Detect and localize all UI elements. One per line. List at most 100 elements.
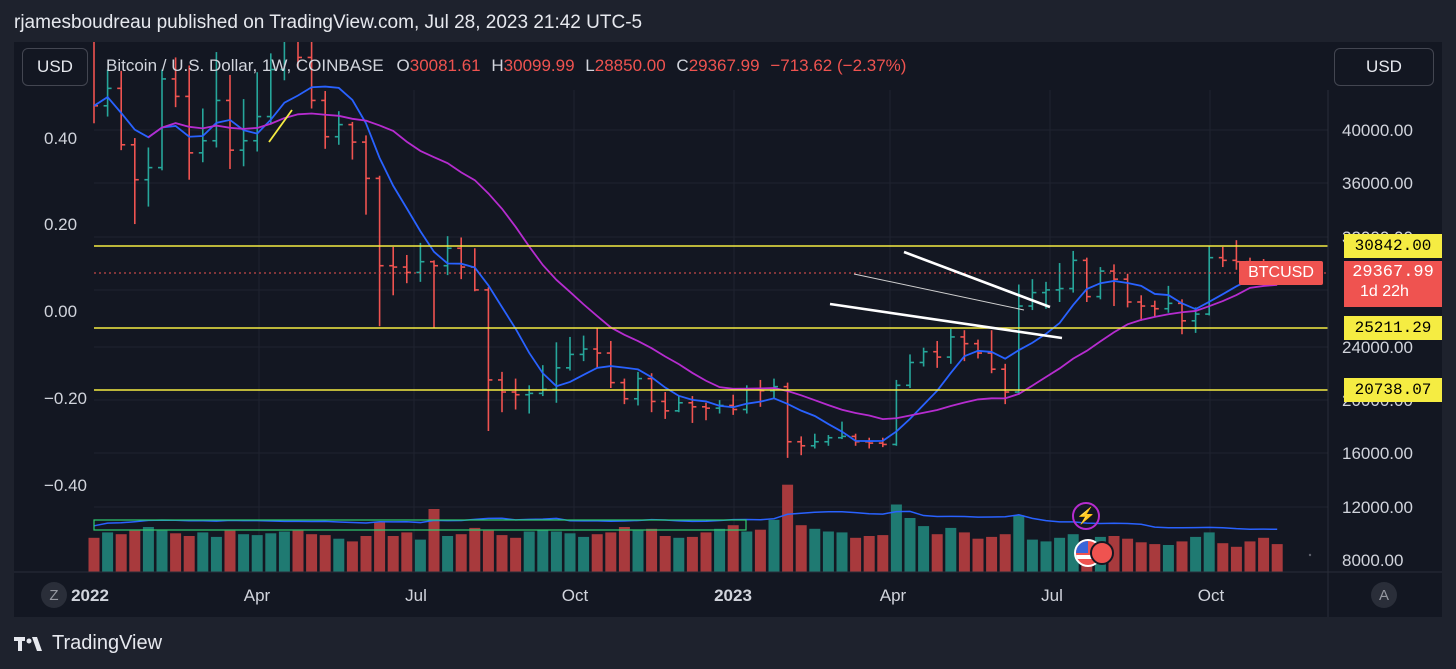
time-axis-label: Apr xyxy=(880,586,907,605)
top-bar: rjamesboudreau published on TradingView.… xyxy=(0,0,1456,44)
candles xyxy=(93,42,1282,458)
low-label: L xyxy=(585,56,595,75)
volume-bar xyxy=(809,528,821,572)
volume-bar xyxy=(822,531,834,572)
volume-bar xyxy=(931,534,943,572)
left-axis-tick: 0.20 xyxy=(44,215,77,234)
time-axis-label: Jul xyxy=(405,586,427,605)
time-axis-label: Oct xyxy=(562,586,589,605)
volume-bar xyxy=(278,531,290,572)
volume-bar xyxy=(1149,544,1161,572)
volume-bar xyxy=(1203,532,1215,572)
right-axis-tick: 40000.00 xyxy=(1342,121,1413,140)
volume-bar xyxy=(333,538,345,572)
volume-bar xyxy=(496,535,508,572)
price-label-upper: 30842.00 xyxy=(1344,234,1442,258)
wedge-lower-trendline[interactable] xyxy=(829,302,1063,340)
wedge-upper-trendline[interactable] xyxy=(903,250,1051,309)
time-axis-label: Oct xyxy=(1198,586,1225,605)
volume-bar xyxy=(782,484,794,572)
volume-bar xyxy=(319,535,331,572)
left-axis-tick: −0.40 xyxy=(44,476,87,495)
current-price-box: 29367.99 1d 22h xyxy=(1344,261,1442,307)
grid xyxy=(94,90,1328,572)
volume-bar xyxy=(156,530,168,572)
brand-name: TradingView xyxy=(52,632,163,654)
volume-bar xyxy=(469,527,481,572)
close-label: C xyxy=(676,56,689,75)
chart-area[interactable]: 0.40 0.20 0.00 −0.20 −0.40 40000.00 36000.00 3… xyxy=(14,42,1442,617)
volume-bar xyxy=(210,536,222,572)
time-axis-label: Jul xyxy=(1041,586,1063,605)
volume-bar xyxy=(292,530,304,572)
currency-button-right[interactable]: USD xyxy=(1334,48,1434,86)
volume-bar xyxy=(618,527,630,572)
volume-bar xyxy=(863,536,875,572)
volume-bar xyxy=(537,529,549,572)
publisher-line: rjamesboudreau published on TradingView.… xyxy=(14,12,643,33)
volume-bar xyxy=(564,533,576,572)
volume-bar xyxy=(727,525,739,572)
time-axis[interactable]: 2022 Apr Jul Oct 2023 Apr Jul Oct xyxy=(71,586,1224,605)
volume-bar xyxy=(1135,542,1147,572)
left-axis-tick: 0.40 xyxy=(44,129,77,148)
bar-countdown: 1d 22h xyxy=(1360,283,1409,300)
zoom-button[interactable]: Z xyxy=(41,582,67,608)
volume-bar xyxy=(591,534,603,572)
trend-marker xyxy=(268,109,293,143)
auto-scale-button[interactable]: A xyxy=(1371,582,1397,608)
volume-bar xyxy=(183,536,195,572)
volume-bar xyxy=(999,534,1011,572)
volume-bar xyxy=(251,535,263,572)
volume-bar xyxy=(102,532,114,572)
lightning-icon[interactable]: ⚡ xyxy=(1072,502,1100,530)
volume-bar xyxy=(795,525,807,572)
high-value: 30099.99 xyxy=(503,56,575,75)
volume-bar xyxy=(1230,546,1242,572)
brand[interactable]: TradingView xyxy=(14,632,162,655)
open-value: 30081.61 xyxy=(409,56,481,75)
volume-bar xyxy=(346,541,358,572)
volume-bar xyxy=(958,532,970,572)
volume-bar xyxy=(455,534,467,572)
volume-bar xyxy=(850,537,862,572)
volume-bar xyxy=(945,527,957,572)
volume-bar xyxy=(754,529,766,572)
us-flag-icon-secondary[interactable] xyxy=(1090,541,1114,565)
volume-bar xyxy=(904,518,916,572)
chart-canvas[interactable]: 0.40 0.20 0.00 −0.20 −0.40 40000.00 36000.00 3… xyxy=(14,42,1442,617)
volume-bar xyxy=(482,530,494,572)
volume-bar xyxy=(836,532,848,572)
volume-bar xyxy=(360,536,372,572)
price-label-middle: 25211.29 xyxy=(1344,316,1442,340)
close-value: 29367.99 xyxy=(688,56,760,75)
volume-bar xyxy=(387,536,399,572)
volume-bar xyxy=(142,527,154,572)
volume-bar xyxy=(1122,538,1134,572)
change-value: −713.62 (−2.37%) xyxy=(770,56,907,75)
currency-button-left[interactable]: USD xyxy=(22,48,88,86)
volume-bar xyxy=(1258,537,1270,572)
volume-bar xyxy=(374,521,386,572)
volume-bar xyxy=(1013,515,1025,572)
volume-bar xyxy=(523,531,535,572)
volume-bar xyxy=(115,534,127,572)
symbol-tag: BTCUSD xyxy=(1239,261,1323,285)
volume-bar xyxy=(578,536,590,572)
volume-bar xyxy=(510,537,522,572)
volume-bar xyxy=(88,537,100,572)
volume-bar xyxy=(197,532,209,572)
symbol-legend[interactable]: Bitcoin / U.S. Dollar, 1W, COINBASE O300… xyxy=(106,56,906,76)
volume-bar xyxy=(129,530,141,572)
moving-average-slow xyxy=(147,112,1278,421)
right-axis-tick: 24000.00 xyxy=(1342,338,1413,357)
volume-bar xyxy=(700,532,712,572)
volume-bar xyxy=(414,539,426,572)
volume-bar xyxy=(890,504,902,572)
moving-average-fast xyxy=(93,85,1278,442)
volume-bar xyxy=(646,528,658,572)
volume-bar xyxy=(224,530,236,572)
volume-bar xyxy=(972,538,984,572)
volume-bar xyxy=(605,532,617,572)
time-axis-label: 2022 xyxy=(71,586,109,605)
